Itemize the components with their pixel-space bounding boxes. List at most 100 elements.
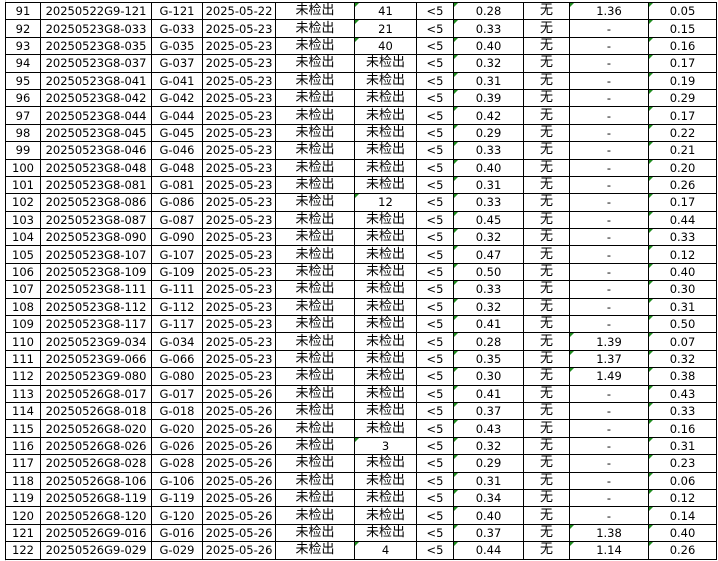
cell-result-f[interactable]: - bbox=[569, 193, 649, 212]
cell-result-g[interactable]: 0.12 bbox=[648, 488, 717, 508]
cell-result-d[interactable]: 0.28 bbox=[453, 332, 524, 351]
cell-result-b[interactable]: 未检出 bbox=[354, 71, 417, 90]
cell-result-a[interactable]: 未检出 bbox=[275, 71, 355, 90]
cell-result-f[interactable]: - bbox=[569, 488, 649, 508]
cell-row-number[interactable]: 100 bbox=[5, 158, 41, 177]
cell-date[interactable]: 2025-05-23 bbox=[202, 280, 276, 299]
cell-result-c[interactable]: <5 bbox=[416, 436, 454, 456]
cell-sample-id[interactable]: 20250526G8-119 bbox=[40, 488, 152, 508]
cell-result-c[interactable]: <5 bbox=[416, 158, 454, 177]
cell-result-b[interactable]: 未检出 bbox=[354, 332, 417, 351]
cell-result-a[interactable]: 未检出 bbox=[275, 193, 355, 212]
cell-result-f[interactable]: 1.39 bbox=[569, 332, 649, 351]
cell-result-b[interactable]: 未检出 bbox=[354, 349, 417, 369]
cell-result-c[interactable]: <5 bbox=[416, 419, 454, 438]
cell-result-d[interactable]: 0.44 bbox=[453, 541, 524, 560]
cell-result-e[interactable]: 无 bbox=[523, 36, 570, 56]
cell-result-b[interactable]: 未检出 bbox=[354, 297, 417, 317]
cell-result-d[interactable]: 0.32 bbox=[453, 297, 524, 317]
cell-result-b[interactable]: 未检出 bbox=[354, 401, 417, 421]
cell-result-c[interactable]: <5 bbox=[416, 541, 454, 560]
cell-result-f[interactable]: - bbox=[569, 141, 649, 160]
cell-row-number[interactable]: 109 bbox=[5, 315, 41, 334]
cell-result-g[interactable]: 0.31 bbox=[648, 436, 717, 456]
cell-row-number[interactable]: 113 bbox=[5, 384, 41, 403]
cell-row-number[interactable]: 93 bbox=[5, 36, 41, 56]
cell-result-g[interactable]: 0.05 bbox=[648, 1, 717, 21]
cell-result-d[interactable]: 0.37 bbox=[453, 523, 524, 543]
cell-result-a[interactable]: 未检出 bbox=[275, 210, 355, 230]
cell-row-number[interactable]: 102 bbox=[5, 193, 41, 212]
cell-result-g[interactable]: 0.16 bbox=[648, 419, 717, 438]
cell-result-b[interactable]: 未检出 bbox=[354, 454, 417, 473]
cell-result-b[interactable]: 未检出 bbox=[354, 88, 417, 108]
cell-date[interactable]: 2025-05-26 bbox=[202, 454, 276, 473]
cell-date[interactable]: 2025-05-23 bbox=[202, 193, 276, 212]
cell-result-b[interactable]: 41 bbox=[354, 1, 417, 21]
cell-row-number[interactable]: 111 bbox=[5, 349, 41, 369]
cell-result-e[interactable]: 无 bbox=[523, 454, 570, 473]
cell-result-a[interactable]: 未检出 bbox=[275, 488, 355, 508]
cell-result-b[interactable]: 4 bbox=[354, 541, 417, 560]
cell-row-number[interactable]: 116 bbox=[5, 436, 41, 456]
cell-result-b[interactable]: 未检出 bbox=[354, 523, 417, 543]
cell-result-g[interactable]: 0.12 bbox=[648, 245, 717, 264]
cell-result-a[interactable]: 未检出 bbox=[275, 436, 355, 456]
cell-date[interactable]: 2025-05-26 bbox=[202, 506, 276, 525]
cell-sample-id[interactable]: 20250523G8-087 bbox=[40, 210, 152, 230]
cell-result-c[interactable]: <5 bbox=[416, 401, 454, 421]
cell-sample-code[interactable]: G-029 bbox=[151, 541, 203, 560]
cell-result-f[interactable]: - bbox=[569, 123, 649, 143]
cell-sample-id[interactable]: 20250523G8-046 bbox=[40, 141, 152, 160]
cell-result-c[interactable]: <5 bbox=[416, 506, 454, 525]
cell-result-d[interactable]: 0.35 bbox=[453, 349, 524, 369]
cell-sample-id[interactable]: 20250526G8-017 bbox=[40, 384, 152, 403]
cell-result-e[interactable]: 无 bbox=[523, 436, 570, 456]
cell-result-d[interactable]: 0.34 bbox=[453, 488, 524, 508]
cell-date[interactable]: 2025-05-26 bbox=[202, 436, 276, 456]
cell-sample-id[interactable]: 20250522G9-121 bbox=[40, 1, 152, 21]
cell-sample-id[interactable]: 20250523G8-041 bbox=[40, 71, 152, 90]
cell-result-a[interactable]: 未检出 bbox=[275, 54, 355, 73]
cell-result-f[interactable]: 1.36 bbox=[569, 1, 649, 21]
cell-result-g[interactable]: 0.31 bbox=[648, 297, 717, 317]
cell-result-g[interactable]: 0.26 bbox=[648, 175, 717, 195]
cell-row-number[interactable]: 122 bbox=[5, 541, 41, 560]
cell-result-d[interactable]: 0.33 bbox=[453, 280, 524, 299]
cell-sample-id[interactable]: 20250523G9-034 bbox=[40, 332, 152, 351]
cell-result-e[interactable]: 无 bbox=[523, 175, 570, 195]
cell-result-g[interactable]: 0.33 bbox=[648, 401, 717, 421]
cell-result-c[interactable]: <5 bbox=[416, 297, 454, 317]
cell-sample-code[interactable]: G-086 bbox=[151, 193, 203, 212]
cell-result-f[interactable]: - bbox=[569, 210, 649, 230]
cell-result-c[interactable]: <5 bbox=[416, 193, 454, 212]
cell-result-b[interactable]: 未检出 bbox=[354, 384, 417, 403]
cell-result-e[interactable]: 无 bbox=[523, 401, 570, 421]
cell-date[interactable]: 2025-05-23 bbox=[202, 141, 276, 160]
cell-result-c[interactable]: <5 bbox=[416, 384, 454, 403]
cell-result-d[interactable]: 0.41 bbox=[453, 315, 524, 334]
cell-result-d[interactable]: 0.50 bbox=[453, 262, 524, 282]
cell-result-e[interactable]: 无 bbox=[523, 367, 570, 386]
cell-result-e[interactable]: 无 bbox=[523, 523, 570, 543]
cell-sample-id[interactable]: 20250523G8-086 bbox=[40, 193, 152, 212]
cell-result-f[interactable]: - bbox=[569, 245, 649, 264]
cell-row-number[interactable]: 119 bbox=[5, 488, 41, 508]
cell-result-a[interactable]: 未检出 bbox=[275, 541, 355, 560]
cell-result-g[interactable]: 0.19 bbox=[648, 71, 717, 90]
cell-result-d[interactable]: 0.41 bbox=[453, 384, 524, 403]
cell-result-a[interactable]: 未检出 bbox=[275, 88, 355, 108]
cell-result-f[interactable]: 1.14 bbox=[569, 541, 649, 560]
cell-result-d[interactable]: 0.33 bbox=[453, 19, 524, 38]
cell-result-c[interactable]: <5 bbox=[416, 106, 454, 125]
cell-sample-id[interactable]: 20250523G8-045 bbox=[40, 123, 152, 143]
cell-sample-id[interactable]: 20250526G9-016 bbox=[40, 523, 152, 543]
cell-result-b[interactable]: 未检出 bbox=[354, 175, 417, 195]
cell-date[interactable]: 2025-05-23 bbox=[202, 245, 276, 264]
cell-sample-id[interactable]: 20250523G8-042 bbox=[40, 88, 152, 108]
cell-result-c[interactable]: <5 bbox=[416, 245, 454, 264]
cell-result-d[interactable]: 0.37 bbox=[453, 401, 524, 421]
cell-sample-id[interactable]: 20250526G8-028 bbox=[40, 454, 152, 473]
cell-result-g[interactable]: 0.23 bbox=[648, 454, 717, 473]
cell-result-f[interactable]: - bbox=[569, 401, 649, 421]
